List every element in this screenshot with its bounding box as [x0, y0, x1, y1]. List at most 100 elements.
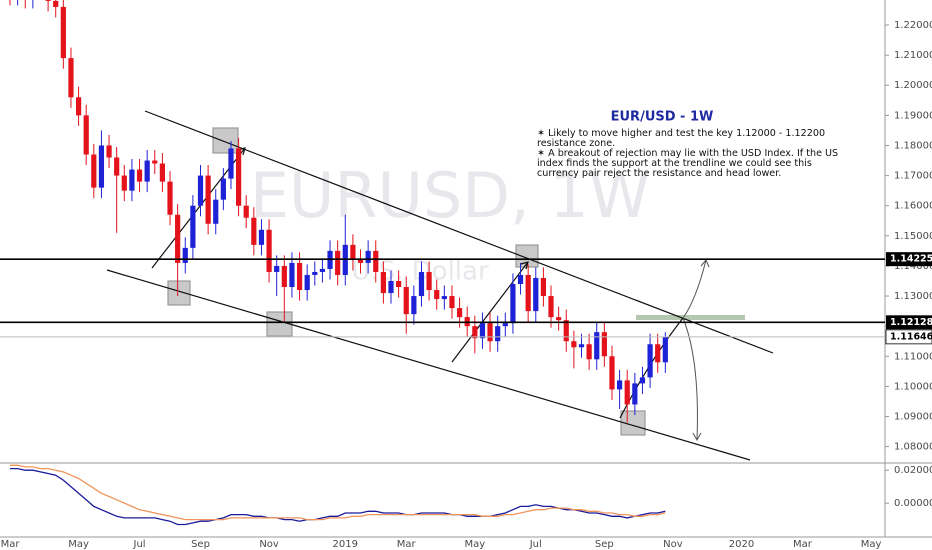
candle-body: [388, 280, 394, 294]
last-price-label: 1.11646: [890, 331, 932, 342]
candle-body: [114, 157, 120, 176]
watermark-symbol: EURUSD, 1W: [250, 159, 650, 232]
candle-body: [578, 344, 585, 348]
candle-body: [289, 262, 295, 288]
arrow: [682, 317, 702, 442]
candle-body: [396, 280, 402, 288]
candle-body: [197, 175, 204, 206]
candles: [9, 0, 668, 423]
candle-body: [487, 323, 493, 342]
level-label-box: [886, 315, 932, 330]
candle-body: [83, 115, 89, 155]
candle-body: [609, 356, 615, 390]
annotation-title: EUR/USD - 1W: [611, 110, 714, 125]
level-label: 1.12128: [890, 317, 932, 328]
candle-body: [540, 277, 546, 297]
candle-body: [319, 268, 326, 272]
candle-body: [594, 332, 600, 360]
candle-body: [586, 344, 592, 360]
x-tick-label: Jul: [133, 539, 146, 550]
candle-body: [556, 317, 562, 321]
candle-body: [441, 296, 447, 300]
x-tick-label: May: [68, 539, 89, 550]
candle-body: [167, 181, 173, 215]
candle-body: [502, 323, 508, 327]
x-tick-label: Mar: [397, 539, 417, 550]
x-tick-label: 2019: [333, 539, 358, 550]
candle-body: [525, 274, 531, 312]
candle-body: [243, 205, 249, 218]
y-tick-label: 0.00000: [894, 498, 932, 509]
annotation-line: resistance zone.: [537, 138, 615, 149]
y-tick-label: 1.15000: [894, 231, 932, 242]
candle-body: [571, 341, 577, 348]
candle-body: [296, 262, 303, 291]
y-tick-label: 1.14000: [894, 261, 932, 272]
y-tick-label: 1.19000: [894, 110, 932, 121]
candle-body: [228, 148, 234, 179]
candle-body: [205, 175, 211, 224]
candle-body: [136, 169, 143, 182]
annotation-line: ✶ Likely to move higher and test the key…: [537, 128, 825, 139]
candle-body: [175, 214, 181, 263]
candle-body: [617, 380, 623, 390]
candle-body: [60, 6, 66, 59]
y-tick-label: 1.10000: [894, 381, 932, 392]
candle-body: [472, 326, 478, 339]
annotation-line: currency pair reject the resistance and …: [537, 168, 781, 179]
arrow: [682, 259, 710, 319]
candle-body: [647, 344, 653, 378]
trendline: [144, 110, 774, 354]
candle-body: [45, 0, 51, 1]
x-tick-label: Sep: [191, 539, 210, 550]
y-tick-label: 1.20000: [894, 80, 932, 91]
x-tick-label: May: [464, 539, 485, 550]
candle-body: [517, 274, 524, 285]
candle-body: [601, 332, 607, 357]
candle-body: [98, 145, 105, 188]
y-tick-label: 1.18000: [894, 140, 932, 151]
candle-body: [426, 271, 432, 291]
candle-body: [266, 229, 272, 272]
y-tick-label: 1.13000: [894, 291, 932, 302]
candle-body: [220, 178, 226, 200]
annotation-line: index finds the support at the trendline…: [537, 158, 812, 169]
y-tick-label: 1.21000: [894, 50, 932, 61]
y-tick-label: 1.22000: [894, 20, 932, 31]
candle-body: [357, 259, 364, 263]
candle-body: [152, 160, 158, 164]
candle-body: [68, 58, 74, 98]
y-tick-label: 1.16000: [894, 201, 932, 212]
y-tick-label: 1.11000: [894, 351, 932, 362]
candle-body: [53, 0, 59, 7]
annotation-line: ✶ A breakout of rejection may lie with t…: [537, 148, 838, 159]
box: [212, 127, 239, 154]
x-tick-label: Mar: [1, 539, 21, 550]
y-tick-label: 1.09000: [894, 412, 932, 423]
drawings: [106, 110, 774, 461]
candle-body: [456, 308, 463, 318]
y-tick-label: 1.08000: [894, 442, 932, 453]
trendline: [106, 269, 751, 461]
candle-body: [213, 199, 219, 224]
candle-body: [75, 97, 82, 116]
candle-body: [365, 250, 371, 263]
candle-body: [251, 217, 257, 245]
candle-body: [495, 326, 501, 342]
candle-body: [418, 271, 425, 297]
candle-body: [563, 320, 569, 342]
candle-body: [411, 296, 417, 315]
candle-body: [434, 290, 440, 300]
candle-body: [533, 277, 539, 312]
candle-body: [258, 229, 265, 245]
candle-body: [121, 175, 127, 191]
y-tick-label: 0.02000: [894, 465, 932, 476]
candle-body: [479, 323, 486, 339]
candle-body: [236, 148, 242, 206]
candle-body: [662, 336, 668, 363]
x-tick-label: Sep: [595, 539, 614, 550]
candle-body: [548, 296, 554, 318]
candle-body: [510, 284, 516, 324]
